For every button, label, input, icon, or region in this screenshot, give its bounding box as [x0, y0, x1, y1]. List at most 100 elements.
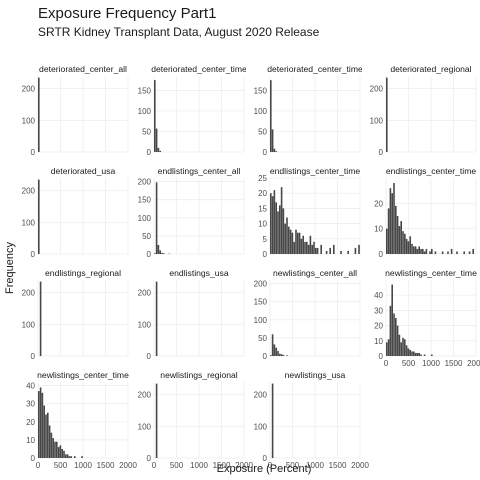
y-tick-label: 40	[26, 382, 35, 391]
y-tick-label: 0	[31, 250, 36, 259]
histogram-bar	[313, 241, 315, 254]
y-tick-label: 0	[263, 148, 268, 157]
histogram-bar	[340, 250, 342, 254]
histogram-bar	[316, 247, 319, 254]
histogram-bar	[420, 354, 422, 356]
histogram-bar	[288, 226, 290, 254]
histogram-bar	[270, 80, 272, 152]
histogram-bar	[425, 248, 428, 254]
histogram-bar	[157, 147, 160, 152]
histogram-bar	[400, 221, 402, 254]
histogram-bar	[396, 325, 399, 356]
histogram-bar	[468, 251, 471, 254]
facet-strip-label: newlistings_center_time	[385, 268, 477, 278]
histogram-bar	[271, 196, 274, 254]
histogram-bar	[395, 318, 397, 356]
histogram-bar	[63, 450, 65, 458]
facet-panel: newlistings_center_time 0 10 20 30 40 0 500 1000…	[26, 370, 137, 470]
x-axis-label: Exposure (Percent)	[217, 463, 312, 475]
histogram-bar	[157, 244, 160, 254]
histogram-bar	[41, 392, 44, 458]
histogram-bar	[298, 232, 301, 254]
y-tick-label: 100	[254, 422, 268, 431]
facet-panel: endlistings_usa 0 100 200	[138, 268, 245, 361]
histogram-bar	[411, 351, 413, 356]
x-tick-label: 2000	[467, 359, 480, 368]
histogram-bar	[418, 352, 420, 356]
y-tick-label: 0	[379, 250, 384, 259]
facet-strip-label: endlistings_regional	[45, 268, 121, 278]
facet-strip-label: newlistings_center_time	[37, 370, 129, 380]
x-tick-label: 500	[402, 359, 416, 368]
y-tick-label: 150	[138, 196, 152, 205]
x-tick-label: 1000	[190, 461, 208, 470]
histogram-bar	[387, 208, 390, 254]
histogram-bar	[68, 456, 71, 458]
histogram-bar	[411, 243, 413, 254]
histogram-bar	[413, 351, 415, 356]
y-tick-label: 0	[147, 250, 152, 259]
y-tick-label: 200	[22, 289, 36, 298]
histogram-bar	[275, 202, 277, 254]
y-tick-label: 5	[263, 235, 268, 244]
x-tick-label: 0	[268, 461, 273, 470]
x-tick-label: 1500	[213, 461, 231, 470]
histogram-bar	[416, 352, 419, 356]
histogram-bar	[386, 228, 388, 254]
histogram-bar	[59, 445, 62, 458]
histogram-bar	[284, 223, 286, 254]
histogram-bar	[43, 405, 45, 458]
histogram-bar	[315, 247, 317, 254]
facet-strip-label: deteriorated_center_time	[151, 64, 247, 74]
histogram-bar	[389, 188, 392, 254]
histogram-bar	[302, 235, 304, 254]
x-tick-label: 500	[170, 461, 184, 470]
histogram-bar	[159, 150, 161, 152]
histogram-bar	[161, 252, 163, 254]
histogram-bar	[418, 246, 420, 254]
histogram-bar	[409, 236, 411, 254]
y-tick-label: 100	[22, 116, 36, 125]
facet-panel: deteriorated_center_time 0 50 100 150	[138, 64, 247, 157]
histogram-bar	[447, 251, 449, 254]
y-tick-label: 20	[374, 322, 383, 331]
y-tick-label: 150	[254, 86, 268, 95]
y-tick-label: 0	[379, 148, 384, 157]
y-tick-label: 200	[22, 85, 36, 94]
y-tick-label: 10	[258, 220, 267, 229]
histogram-bar	[159, 250, 161, 254]
histogram-bar	[297, 232, 299, 254]
histogram-bar	[154, 253, 156, 254]
y-tick-label: 100	[22, 218, 36, 227]
facet-strip-label: deteriorated_regional	[390, 64, 471, 74]
histogram-bar	[155, 383, 158, 458]
y-tick-label: 30	[26, 400, 35, 409]
y-tick-label: 200	[138, 289, 152, 298]
histogram-bar	[404, 233, 406, 254]
histogram-bar	[386, 342, 388, 356]
y-tick-label: 10	[374, 337, 383, 346]
histogram-bar	[387, 339, 390, 356]
y-tick-label: 150	[138, 86, 152, 95]
histogram-bar	[423, 251, 426, 254]
histogram-bar	[65, 454, 67, 458]
histogram-bar	[81, 456, 83, 458]
histogram-bar	[304, 241, 306, 254]
histogram-bar	[429, 251, 431, 254]
histogram-bar	[282, 208, 285, 254]
facet-strip-label: endlistings_center_time	[386, 166, 477, 176]
histogram-bar	[45, 414, 47, 458]
facet-strip-label: deteriorated_center_time	[267, 64, 363, 74]
histogram-bar	[39, 387, 42, 458]
histogram-bar	[329, 247, 331, 254]
histogram-bar	[300, 238, 303, 254]
histogram-bar	[405, 238, 408, 254]
histogram-bar	[47, 412, 49, 458]
histogram-bar	[70, 456, 72, 458]
x-tick-label: 2000	[119, 461, 137, 470]
y-tick-label: 0	[263, 250, 268, 259]
y-tick-label: 100	[138, 320, 152, 329]
facet-strip-label: newlistings_usa	[285, 370, 346, 380]
histogram-bar	[275, 151, 277, 152]
histogram-bar	[386, 77, 388, 152]
